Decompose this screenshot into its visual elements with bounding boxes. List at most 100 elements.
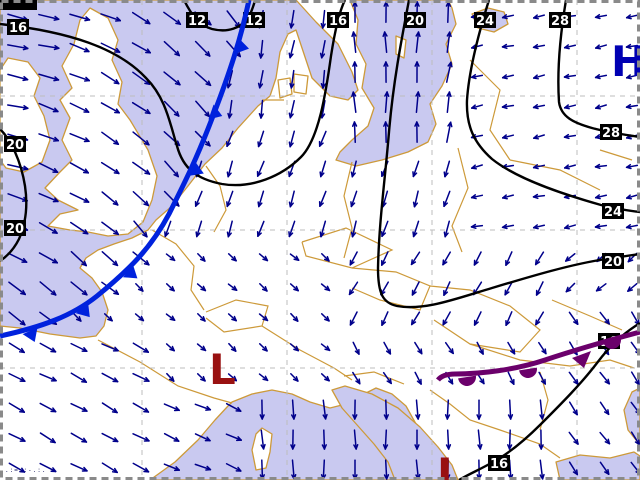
wind-arrow: [289, 130, 296, 148]
isotherm-labels: 1612121620242820202824201616: [4, 12, 624, 472]
wind-arrow: [318, 130, 327, 147]
wind-arrow: [7, 44, 29, 50]
wind-arrow: [69, 102, 90, 113]
wind-arrow: [414, 371, 422, 385]
wind-arrow: [132, 372, 150, 382]
wind-arrow: [163, 463, 180, 471]
wind-arrow: [39, 342, 57, 353]
occluded-front-triangle: [572, 351, 591, 368]
wind-arrow: [260, 99, 264, 119]
occluded-front-semicircle: [519, 367, 537, 378]
wind-arrow: [501, 224, 515, 229]
isotherm-line: [458, 321, 640, 480]
wind-arrow-head: [112, 263, 119, 267]
wind-arrow: [565, 252, 576, 262]
wind-arrow: [101, 343, 119, 352]
wind-arrow: [412, 220, 420, 238]
wind-arrow-head: [53, 47, 60, 51]
wind-arrow: [194, 433, 211, 442]
wind-arrow-head: [604, 441, 611, 445]
wind-arrow: [38, 133, 59, 142]
occluded-front-semicircle: [603, 338, 621, 349]
wind-arrow: [381, 220, 389, 238]
wind-arrow: [38, 252, 58, 264]
wind-arrow: [288, 220, 296, 238]
wind-arrow-head: [352, 414, 356, 420]
wind-arrow: [196, 220, 203, 238]
wind-arrow-head: [288, 141, 291, 148]
wind-arrow-head: [262, 378, 269, 382]
isotherm-label-box: [327, 12, 349, 28]
wind-arrow-head: [470, 223, 477, 228]
wind-arrow: [163, 100, 180, 117]
wind-arrow: [350, 190, 358, 208]
wind-arrow-head: [625, 103, 632, 108]
wind-arrow: [563, 74, 577, 78]
isotherm-label: 12: [245, 14, 263, 29]
wind-arrow-head: [627, 256, 631, 263]
isotherm-label-box: [4, 136, 26, 152]
wind-arrow-head: [257, 201, 260, 208]
wind-arrow: [289, 40, 296, 59]
wind-arrow: [563, 44, 577, 49]
wind-arrow-head: [509, 380, 515, 385]
wind-arrow: [320, 39, 326, 59]
wind-arrow-head: [471, 44, 476, 49]
wind-arrow: [564, 224, 576, 229]
wind-arrow: [533, 74, 545, 79]
wind-arrow: [227, 70, 234, 89]
wind-arrow: [504, 281, 513, 296]
wind-arrow: [260, 429, 265, 450]
wind-arrow-head: [532, 224, 538, 229]
wind-arrow-head: [113, 292, 120, 295]
wind-arrow-head: [169, 318, 176, 321]
wind-arrow-head: [75, 318, 82, 322]
wind-arrow-head: [563, 44, 569, 49]
wind-arrow: [256, 160, 265, 177]
wind-arrow-head: [231, 318, 237, 322]
wind-arrow: [501, 104, 515, 108]
wind-arrow-head: [259, 414, 263, 420]
wind-arrow-head: [594, 194, 600, 199]
wind-arrow-head: [540, 380, 546, 385]
isotherm-label: 16: [9, 21, 27, 36]
isotherm-label-box: [243, 12, 265, 28]
wind-arrow-head: [143, 142, 150, 146]
wind-arrow: [258, 69, 264, 89]
wind-arrow: [38, 102, 59, 113]
wind-arrow-head: [113, 82, 120, 85]
wind-arrow: [38, 162, 59, 173]
wind-arrow: [70, 402, 88, 412]
wind-arrow: [473, 251, 482, 266]
wind-arrow: [323, 429, 326, 450]
wind-arrow: [538, 341, 547, 355]
wind-arrow: [7, 163, 29, 170]
island-funen: [277, 77, 293, 99]
wind-arrow: [594, 194, 608, 199]
wind-arrow-head: [507, 414, 512, 420]
wind-arrow: [101, 372, 119, 383]
wind-arrow-head: [113, 232, 120, 236]
wind-arrow: [257, 220, 265, 237]
wind-arrow-head: [564, 224, 569, 229]
wind-arrow: [70, 221, 89, 235]
wind-arrow: [625, 164, 639, 169]
wind-arrow: [194, 463, 212, 471]
wind-arrow-head: [448, 31, 452, 38]
wind-arrow: [442, 251, 451, 266]
wind-arrow: [446, 121, 452, 143]
wind-arrow-head: [353, 61, 358, 67]
isotherm-label-box: [549, 12, 571, 28]
wind-arrow-head: [261, 288, 268, 292]
wind-arrow-head: [573, 441, 579, 445]
wind-arrow-head: [323, 258, 330, 262]
cold-front-line: [0, 0, 252, 339]
wind-arrow: [8, 311, 26, 326]
wind-arrow-head: [288, 201, 292, 208]
wind-arrow: [532, 104, 546, 109]
wind-arrow-head: [293, 288, 299, 292]
wind-arrow: [100, 71, 120, 85]
wind-arrow: [352, 31, 357, 54]
wind-arrow: [70, 250, 87, 267]
